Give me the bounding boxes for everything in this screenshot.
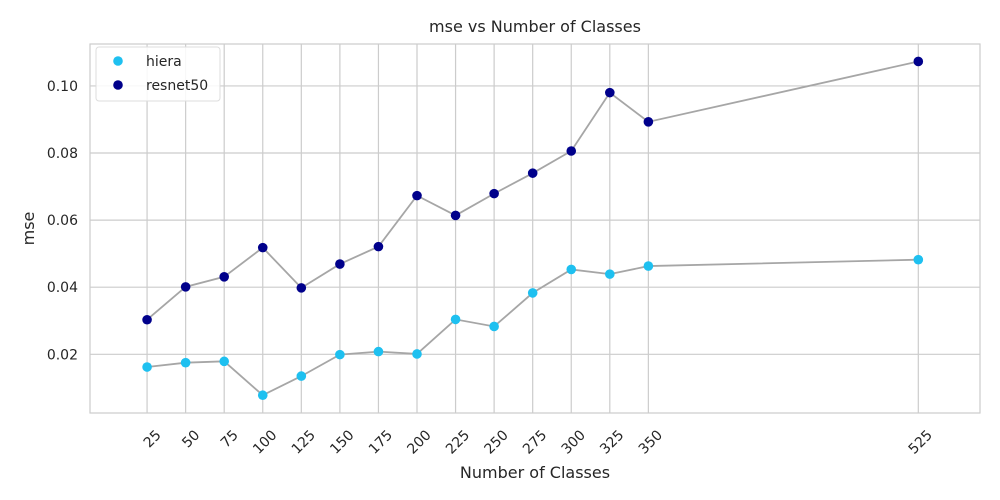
- data-point-hiera: [605, 269, 615, 279]
- data-point-hiera: [219, 356, 229, 367]
- data-point-resnet50: [489, 188, 499, 199]
- y-tick-label: 0.06: [47, 213, 78, 229]
- legend-label-hiera: hiera: [146, 54, 182, 70]
- data-point-resnet50: [527, 168, 538, 178]
- plot-frame: [89, 43, 981, 414]
- data-point-resnet50: [450, 210, 461, 221]
- data-point-resnet50: [257, 242, 268, 253]
- legend-marker-resnet50: [113, 80, 123, 90]
- x-axis-label: Number of Classes: [460, 463, 610, 482]
- data-point-hiera: [527, 288, 538, 298]
- data-point-resnet50: [913, 56, 924, 67]
- data-point-hiera: [412, 349, 422, 359]
- data-point-resnet50: [296, 283, 307, 293]
- chart-title: mse vs Number of Classes: [429, 17, 641, 36]
- y-axis-label: mse: [19, 212, 38, 246]
- y-tick-label: 0.10: [47, 79, 78, 95]
- grid-layer: [90, 44, 980, 413]
- data-point-hiera: [643, 261, 654, 271]
- data-point-hiera: [489, 321, 499, 332]
- data-point-hiera: [566, 264, 577, 275]
- data-point-hiera: [257, 390, 268, 401]
- data-point-resnet50: [412, 190, 422, 201]
- data-point-resnet50: [373, 241, 384, 252]
- data-point-hiera: [180, 357, 191, 368]
- y-tick-label: 0.04: [47, 280, 78, 296]
- data-point-hiera: [142, 362, 152, 372]
- legend: hiera resnet50: [95, 46, 221, 102]
- data-point-resnet50: [566, 146, 577, 156]
- y-tick-label: 0.02: [47, 347, 78, 363]
- data-point-resnet50: [605, 87, 615, 98]
- y-tick-label: 0.08: [47, 146, 78, 162]
- legend-marker-hiera: [113, 56, 123, 66]
- data-point-resnet50: [219, 272, 229, 282]
- points-layer: [142, 56, 924, 401]
- data-point-resnet50: [335, 259, 345, 269]
- data-point-hiera: [296, 371, 307, 381]
- data-point-hiera: [450, 314, 461, 325]
- data-point-resnet50: [643, 117, 654, 127]
- legend-box: [95, 46, 221, 102]
- data-point-hiera: [373, 346, 384, 357]
- data-point-resnet50: [180, 282, 191, 292]
- data-point-resnet50: [142, 314, 152, 325]
- legend-label-resnet50: resnet50: [146, 78, 208, 94]
- data-point-hiera: [913, 254, 924, 265]
- data-point-hiera: [335, 349, 345, 360]
